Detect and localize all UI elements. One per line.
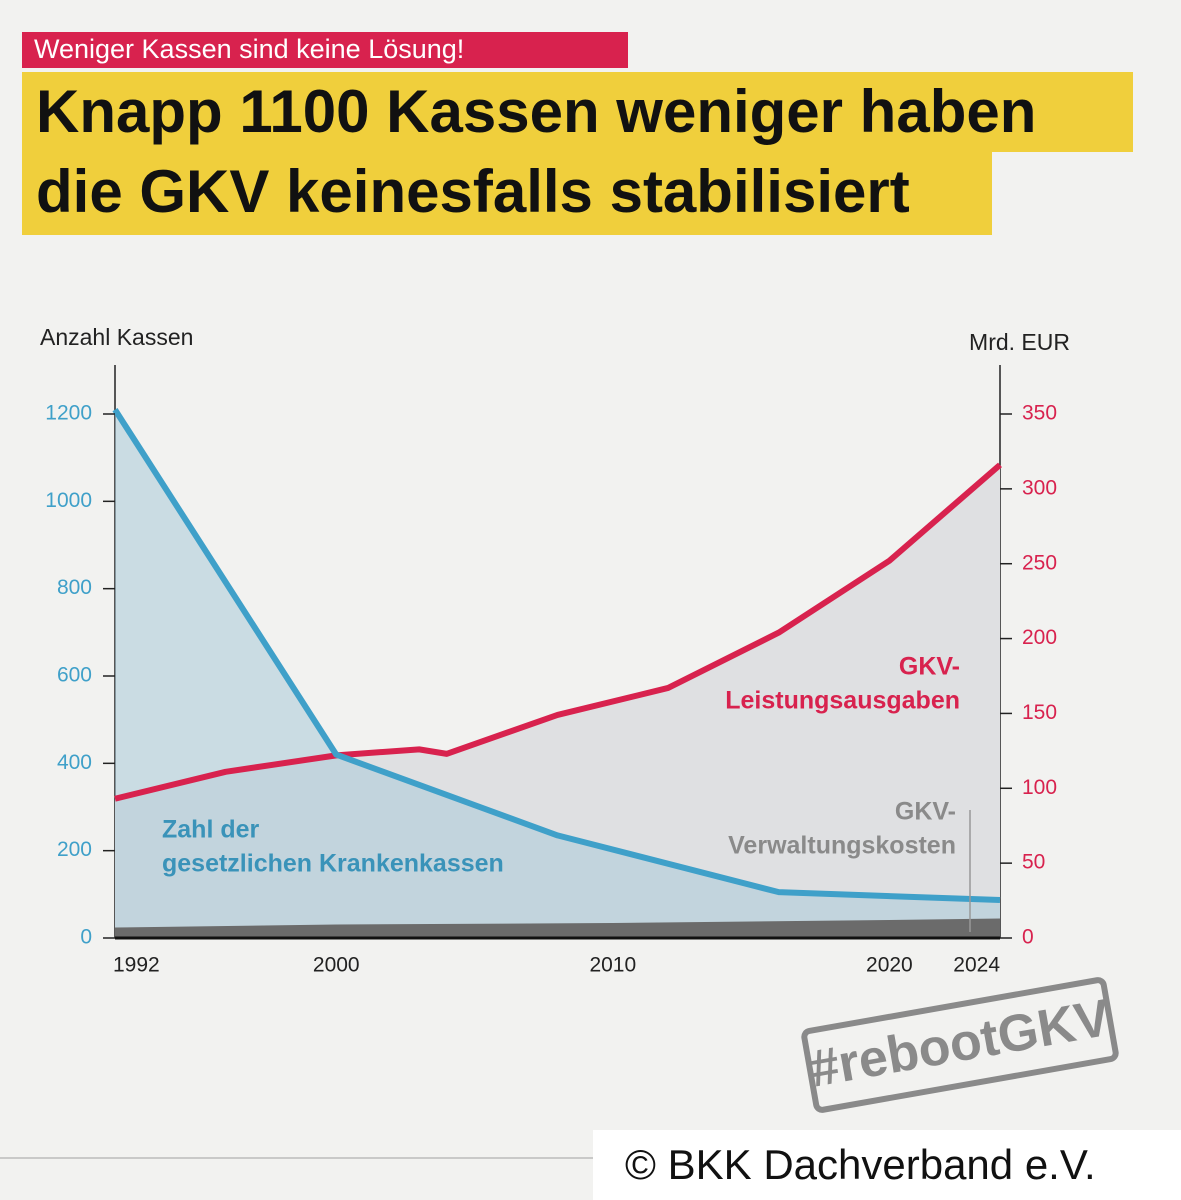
y-axis-label: Anzahl Kassen <box>40 324 193 350</box>
series-label: Zahl der <box>162 816 260 844</box>
y2-tick-label: 350 <box>1022 402 1057 425</box>
y2-tick-label: 300 <box>1022 476 1057 499</box>
series-label: Verwaltungskosten <box>728 832 956 860</box>
y-tick-label: 200 <box>57 838 92 861</box>
series-label: Leistungsausgaben <box>725 687 960 715</box>
title-line: die GKV keinesfalls stabilisiert <box>36 158 910 225</box>
y-tick-label: 400 <box>57 751 92 774</box>
stamp: #rebootGKV <box>801 977 1119 1113</box>
stamp-frame <box>801 977 1119 1113</box>
y2-tick-label: 0 <box>1022 926 1034 949</box>
x-tick-label: 2010 <box>589 954 636 977</box>
y2-axis-label: Mrd. EUR <box>969 329 1070 355</box>
line <box>112 408 1001 904</box>
y2-tick-label: 50 <box>1022 851 1045 874</box>
footer: © BKK Dachverband e.V. <box>625 1141 1096 1188</box>
y-tick-label: 1200 <box>45 402 92 425</box>
title-box <box>22 72 1133 152</box>
tag: Weniger Kassen sind keine Lösung! <box>34 34 464 64</box>
y2-tick-label: 150 <box>1022 701 1057 724</box>
y2-tick-label: 200 <box>1022 626 1057 649</box>
line <box>114 462 1002 802</box>
y-tick-label: 600 <box>57 664 92 687</box>
tag-box <box>22 32 628 68</box>
title-box <box>22 152 992 235</box>
y-tick-label: 1000 <box>45 489 92 512</box>
series-label: gesetzlichen Krankenkassen <box>162 850 504 878</box>
area <box>115 409 1000 939</box>
y-tick-label: 800 <box>57 576 92 599</box>
y2-tick-label: 100 <box>1022 776 1057 799</box>
footer-box <box>593 1130 1181 1200</box>
x-tick-label: 2000 <box>313 954 360 977</box>
plot: 0 200 400 600 800 1000 1200 0 50 100 150 200 250 300 3… <box>45 365 1057 977</box>
area <box>115 918 1000 938</box>
x-tick-label: 2020 <box>866 954 913 977</box>
x-tick-label: 2024 <box>953 954 1000 977</box>
y-tick-label: 0 <box>80 926 92 949</box>
title-line: Knapp 1100 Kassen weniger haben <box>36 78 1036 145</box>
y2-tick-label: 250 <box>1022 551 1057 574</box>
series-label: GKV- <box>899 653 960 681</box>
x-tick-label: 1992 <box>113 954 160 977</box>
series-label: GKV- <box>895 798 956 826</box>
